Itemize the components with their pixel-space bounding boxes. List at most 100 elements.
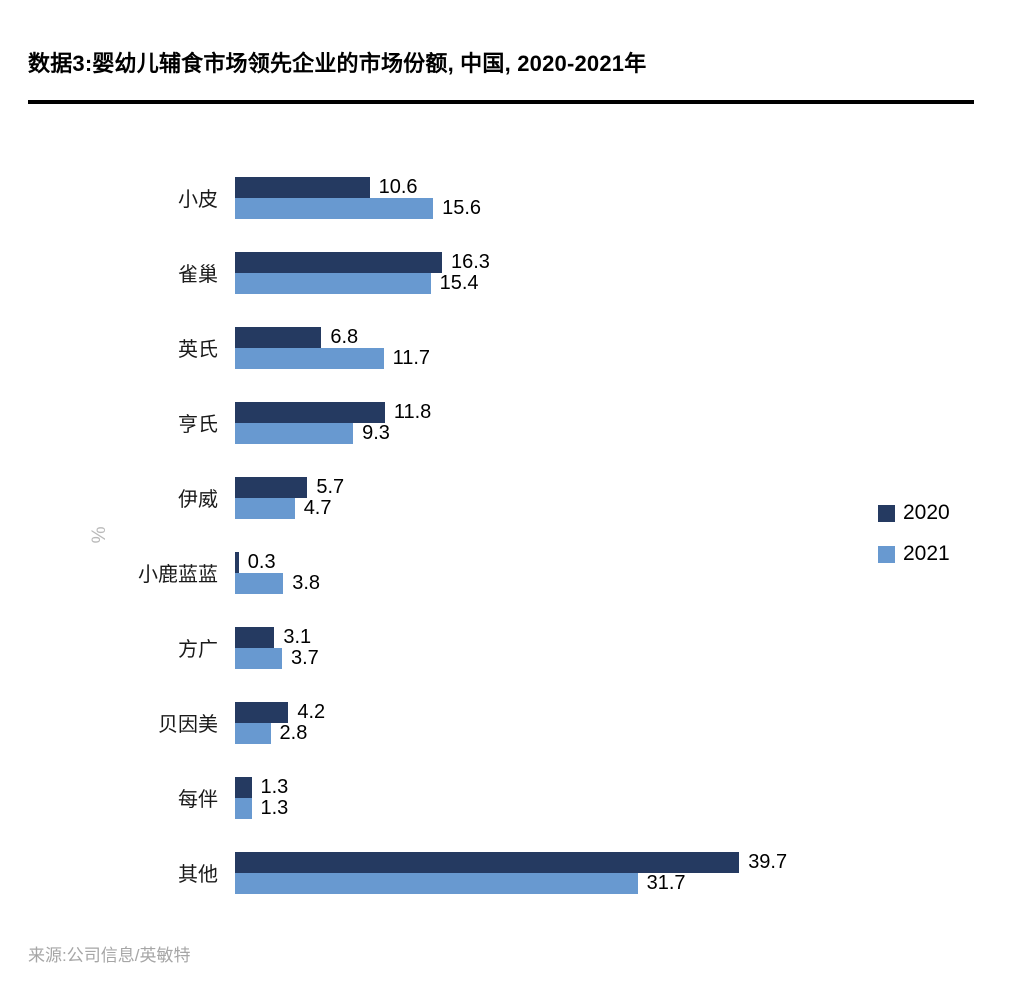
bar-group: 雀巢 16.3 15.4 bbox=[0, 235, 1018, 310]
bar-group: 方广 3.1 3.7 bbox=[0, 610, 1018, 685]
value-label: 16.3 bbox=[451, 250, 490, 273]
bar-line: 1.3 bbox=[235, 796, 289, 819]
bar-line: 31.7 bbox=[235, 871, 787, 894]
bar-line: 4.2 bbox=[235, 700, 326, 723]
bar-pair: 4.2 2.8 bbox=[235, 700, 326, 744]
bar-line: 1.3 bbox=[235, 775, 289, 798]
bar-group: 贝因美 4.2 2.8 bbox=[0, 685, 1018, 760]
value-label: 3.1 bbox=[283, 625, 312, 648]
bar-line: 11.7 bbox=[235, 346, 431, 369]
category-label: 小鹿蓝蓝 bbox=[138, 564, 218, 586]
legend-label: 2021 bbox=[903, 542, 950, 565]
bar-2021 bbox=[235, 797, 252, 819]
bar-line: 10.6 bbox=[235, 175, 481, 198]
value-label: 3.8 bbox=[292, 571, 321, 594]
legend-item-2021: 2021 bbox=[878, 542, 950, 566]
category-label: 伊威 bbox=[178, 489, 218, 511]
value-label: 3.7 bbox=[290, 646, 319, 669]
value-label: 6.8 bbox=[330, 325, 359, 348]
bar-line: 16.3 bbox=[235, 250, 490, 273]
value-label: 11.8 bbox=[393, 400, 432, 423]
value-label: 0.3 bbox=[247, 550, 276, 573]
bar-2020 bbox=[235, 401, 385, 423]
bar-group: 小鹿蓝蓝 0.3 3.8 bbox=[0, 535, 1018, 610]
category-label: 雀巢 bbox=[178, 264, 218, 286]
category-label: 小皮 bbox=[178, 189, 218, 211]
legend: 2020 2021 bbox=[878, 501, 950, 583]
bar-pair: 10.6 15.6 bbox=[235, 175, 482, 219]
category-label: 方广 bbox=[178, 639, 218, 661]
category-label: 英氏 bbox=[178, 339, 218, 361]
bar-line: 5.7 bbox=[235, 475, 345, 498]
bar-line: 11.8 bbox=[235, 400, 432, 423]
value-label: 39.7 bbox=[748, 850, 788, 873]
bar-2021 bbox=[235, 572, 284, 594]
bar-pair: 0.3 3.8 bbox=[235, 550, 321, 594]
bar-2021 bbox=[235, 197, 434, 219]
bar-line: 6.8 bbox=[235, 325, 430, 348]
value-label: 31.7 bbox=[646, 871, 686, 894]
bar-2020 bbox=[235, 776, 252, 798]
legend-label: 2020 bbox=[903, 501, 950, 524]
value-label: 4.7 bbox=[303, 496, 332, 519]
value-label: 5.7 bbox=[316, 475, 345, 498]
value-label: 1.3 bbox=[260, 775, 289, 798]
category-label: 贝因美 bbox=[158, 714, 218, 736]
bar-group: 亨氏 11.8 9.3 bbox=[0, 385, 1018, 460]
category-label: 亨氏 bbox=[178, 414, 218, 436]
bar-pair: 5.7 4.7 bbox=[235, 475, 345, 519]
value-label: 10.6 bbox=[378, 175, 418, 198]
value-label: 2.8 bbox=[279, 721, 308, 744]
bar-2021 bbox=[235, 647, 282, 669]
figure-title: 数据3:婴幼儿辅食市场领先企业的市场份额, 中国, 2020-2021年 bbox=[28, 51, 647, 76]
bar-line: 39.7 bbox=[235, 850, 788, 873]
bar-line: 0.3 bbox=[235, 550, 320, 573]
bar-group: 伊威 5.7 4.7 bbox=[0, 460, 1018, 535]
bar-line: 3.7 bbox=[235, 646, 319, 669]
bar-pair: 1.3 1.3 bbox=[235, 775, 289, 819]
bar-2021 bbox=[235, 422, 354, 444]
bar-2020 bbox=[235, 551, 239, 573]
bar-line: 9.3 bbox=[235, 421, 431, 444]
value-label: 4.2 bbox=[297, 700, 326, 723]
legend-swatch-icon bbox=[878, 545, 895, 563]
bar-2021 bbox=[235, 347, 384, 369]
bar-group: 每伴 1.3 1.3 bbox=[0, 760, 1018, 835]
bar-line: 3.8 bbox=[235, 571, 321, 594]
bar-chart: 小皮 10.6 15.6 雀巢 16.3 15.4 英氏 6.8 11.7 亨氏 11.8 9.3 伊威… bbox=[0, 160, 1018, 910]
bar-group: 小皮 10.6 15.6 bbox=[0, 160, 1018, 235]
title-divider bbox=[28, 100, 974, 104]
bar-pair: 16.3 15.4 bbox=[235, 250, 490, 294]
bar-group: 其他 39.7 31.7 bbox=[0, 835, 1018, 910]
bar-2021 bbox=[235, 722, 271, 744]
bar-line: 2.8 bbox=[235, 721, 325, 744]
bar-line: 15.4 bbox=[235, 271, 490, 294]
category-label: 每伴 bbox=[178, 789, 218, 811]
legend-item-2020: 2020 bbox=[878, 501, 950, 525]
bar-pair: 3.1 3.7 bbox=[235, 625, 319, 669]
value-label: 11.7 bbox=[392, 346, 431, 369]
bar-2021 bbox=[235, 872, 638, 894]
bar-line: 15.6 bbox=[235, 196, 482, 219]
value-label: 9.3 bbox=[362, 421, 390, 444]
legend-swatch-icon bbox=[878, 504, 895, 522]
bar-2020 bbox=[235, 326, 322, 348]
bar-2021 bbox=[235, 497, 295, 519]
value-label: 15.4 bbox=[439, 271, 479, 294]
bar-pair: 6.8 11.7 bbox=[235, 325, 431, 369]
bar-pair: 39.7 31.7 bbox=[235, 850, 788, 894]
bar-2020 bbox=[235, 626, 275, 648]
bar-2020 bbox=[235, 476, 308, 498]
bar-line: 3.1 bbox=[235, 625, 319, 648]
bar-2020 bbox=[235, 851, 740, 873]
value-label: 15.6 bbox=[442, 196, 482, 219]
value-label: 1.3 bbox=[260, 796, 289, 819]
bar-line: 4.7 bbox=[235, 496, 344, 519]
bar-2020 bbox=[235, 176, 370, 198]
category-label: 其他 bbox=[178, 864, 218, 886]
source-note: 来源:公司信息/英敏特 bbox=[28, 946, 191, 965]
bar-2020 bbox=[235, 251, 442, 273]
bar-2021 bbox=[235, 272, 431, 294]
bar-2020 bbox=[235, 701, 289, 723]
